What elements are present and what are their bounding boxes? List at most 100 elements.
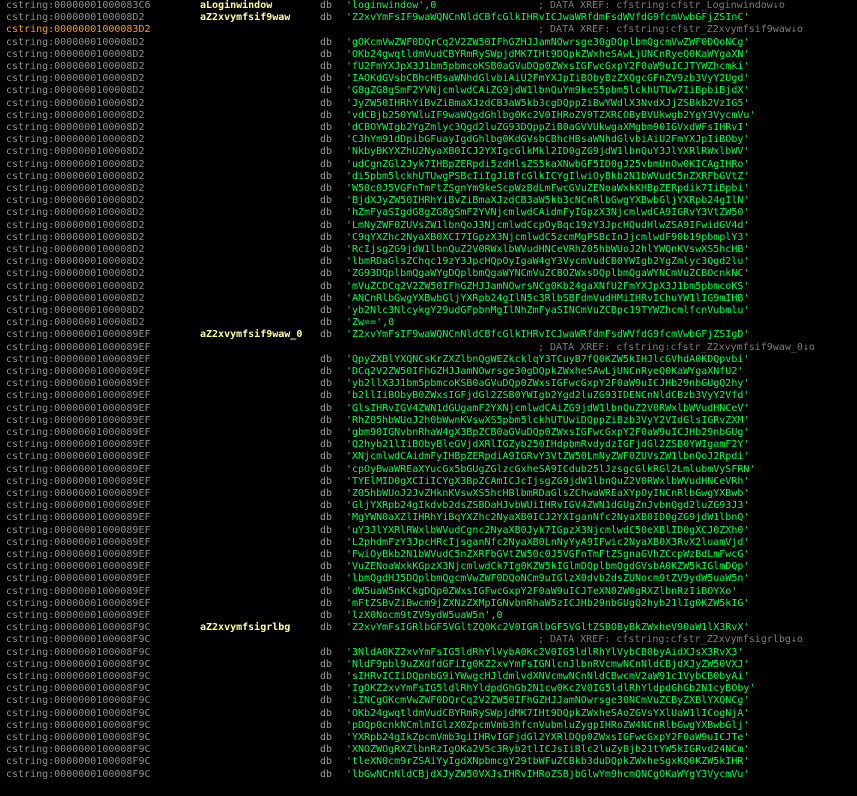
string-literal[interactable]: 'NldF9pbl9uZXdfdGFiIg0KZ2xvYmFsIGNlcnJlb… [346,658,750,670]
address[interactable]: cstring:00000001000089EF [6,329,151,341]
address[interactable]: cstring:0000000100008D2 [6,195,145,207]
string-label[interactable]: aZ2xvymfsif9waw_0 [200,329,303,341]
string-literal[interactable]: 'GljYXRpb24gIkdvb2dsZSBDaHJvbWUiIHRvIGV4… [346,500,750,512]
string-literal[interactable]: 'OKb24gwqtldmVudCBYRmRySWpjdMK7IHt9DQpkZ… [346,707,750,719]
string-literal[interactable]: 'yb2llX3J1bm5pbmcoKSB0aGVuDQp0ZWxsIGFwcG… [346,378,750,390]
string-literal[interactable]: 'Z2xvYmFsIF9waWQNCnNldCBfcGlkIHRvICJwaWR… [346,12,750,24]
string-literal[interactable]: 'VuZENoaWxkKGpzX3NjcmlwdCk7Ig0KZW5kIGlmD… [346,561,750,573]
xref-comment[interactable]: ; DATA XREF: cfstring:cfstr_Loginwindow↓… [538,0,785,11]
address[interactable]: cstring:00000001000089EF [6,549,151,560]
address[interactable]: cstring:00000001000089EF [6,353,151,365]
address[interactable]: cstring:00000001000089EF [6,573,151,585]
string-literal[interactable]: 'IAOKdGVsbCBhcHBsaWNhdGlvbiAiU2FmYXJpIiB… [346,73,750,85]
address[interactable]: cstring:0000000100008D2 [6,292,145,304]
string-literal[interactable]: 'sIHRvICIiDQpnbG9iYWwgcHJldmlvdXNVcmwNCn… [346,671,750,682]
address[interactable]: cstring:0000000100008F9C [6,719,151,731]
string-literal[interactable]: 'JyZW50IHRhYiBvZiBmaXJzdCB3aW5kb3cgDQppZ… [346,97,750,109]
string-literal[interactable]: 'iINCgOKcmVwZWF0DQrCq2V2ZW50IFhGZHJJamNO… [346,695,750,707]
string-literal[interactable]: 'cpOyBwaWREaXYucGx5bGUgZGlzcGxheSA9ICdub… [346,463,756,475]
string-literal[interactable]: 'XNOZWOgRXZlbnRzIgOKa2V5c3Ryb2tlICJsIiBl… [346,744,750,756]
address[interactable]: cstring:0000000100008D2 [6,73,145,85]
string-literal[interactable]: 'Z2xvYmFsIF9waWQNCnNldCBfcGlkIHRvICJwaWR… [346,329,750,341]
address[interactable]: cstring:00000001000089EF [6,378,151,390]
address[interactable]: cstring:00000001000089EF [6,500,151,512]
string-literal[interactable]: 'udCgnZGl2Jyk7IHBpZERpdi5zdHlsZS5kaXNwbG… [346,158,750,170]
xref-comment[interactable]: ; DATA XREF: cfstring:cfstr_Z2xvymfsigrl… [538,634,803,646]
address[interactable]: cstring:0000000100008D2 [6,122,145,133]
address[interactable]: cstring:00000001000089EF [6,427,151,438]
address[interactable]: cstring:0000000100008F9C [6,707,151,719]
string-literal[interactable]: 'yb2Nlc3NlcykgY29udGFpbnMgIlNhZmFyaSINCm… [346,305,750,316]
address[interactable]: cstring:0000000100008D2 [6,146,145,158]
address[interactable]: cstring:00000001000089EF [6,536,151,548]
address[interactable]: cstring:00000001000083C6 [6,0,151,11]
string-literal[interactable]: 'uY3JlYXRlRWxlbWVudCgnc2NyaXB0Jyk7IGpzX3… [346,524,750,536]
address[interactable]: cstring:00000001000089EF [6,414,151,426]
string-literal[interactable]: 'mVuZCDCq2V2ZW50IFhGZHJJamNOwrsNCg0Kb24g… [346,280,750,292]
string-literal[interactable]: 'lbmRDaGlsZChqc19zY3JpcHQpOyIgaW4gY3Vycm… [346,256,750,268]
string-literal[interactable]: 'b2llIiBObyB0ZWxsIGFjdGl2ZSB0YWIgb2Ygd2l… [346,390,750,402]
address[interactable]: cstring:0000000100008D2 [6,219,145,231]
string-literal[interactable]: 'RcIjsgZG9jdW1lbnQuZ2V0RWxlbWVudHNCeVRhZ… [346,244,750,255]
string-literal[interactable]: 'Z05hbWUoJ2JvZHknKVswXS5hcHBlbmRDaGlsZCh… [346,488,750,499]
string-label[interactable]: aZ2xvymfsigrlbg [200,622,291,634]
address[interactable]: cstring:0000000100008D2 [6,36,145,48]
address[interactable]: cstring:0000000100008D2 [6,134,145,146]
address[interactable]: cstring:00000001000089EF [6,463,151,475]
address[interactable]: cstring:00000001000089EF [6,390,151,402]
string-literal[interactable]: 'tleXN0cm9rZSAiYyIgdXNpbmcgY29tbWFuZCBkb… [346,756,750,768]
address[interactable]: cstring:0000000100008D2 [6,97,145,109]
address[interactable]: cstring:0000000100008D2 [6,268,145,280]
string-literal[interactable]: 'pDQp0cnkNCmlmIGlzX0ZpcmVmb3hfcnVubmluZy… [346,719,750,731]
address[interactable]: cstring:00000001000089EF [6,402,151,414]
string-literal[interactable]: 'OKb24gwqtldmVudCBYRmRySWpjdMK7IHt9DQpkZ… [346,48,750,60]
address[interactable]: cstring:0000000100008D2 [6,207,145,219]
address[interactable]: cstring:0000000100008F9C [6,732,151,743]
string-literal[interactable]: 'TYElMID0gXCIiICYgX3BpZCAmICJcIjsgZG9jdW… [346,475,750,487]
address[interactable]: cstring:00000001000089EF [6,439,151,451]
string-label[interactable]: aZ2xvymfsif9waw [200,12,291,24]
xref-comment[interactable]: ; DATA XREF: cfstring:cfstr_Z2xvymfsif9w… [538,24,803,36]
address[interactable]: cstring:00000001000089EF [6,524,151,536]
string-literal[interactable]: 'Zw==',0 [346,317,395,329]
string-literal[interactable]: 'gOKcmVwZWF0DQrCq2V2ZW50IFhGZHJJamNOwrsg… [346,36,750,48]
string-literal[interactable]: 'fU2FmYXJpX3J1bm5pbmcoKSB0aGVuDQp0ZWxsIG… [346,61,750,72]
string-literal[interactable]: 'W50c0J5VGFnTmFtZSgnYm9keScpWzBdLmFwcGVu… [346,183,750,194]
xref-comment[interactable]: ; DATA XREF: cfstring:cfstr_Z2xvymfsif9w… [538,341,815,353]
string-literal[interactable]: 'mFtZSBvZiBwcm9jZXNzZXMpIGNvbnRhaW5zICJH… [346,597,750,609]
address[interactable]: cstring:00000001000089EF [6,475,151,487]
string-literal[interactable]: 'Q2hyb21lIiBObyBleGVjdXRlIGZyb250IHdpbmR… [346,439,750,451]
string-literal[interactable]: 'L2phdmFzY3JpcHRcIjsganNfc2NyaXB0LnNyYyA… [346,536,750,548]
string-literal[interactable]: 'dCBOYWIgb2YgZmlyc3Qgd2luZG93DQppZiB0aGV… [346,122,750,133]
address[interactable]: cstring:00000001000089EF [6,561,151,573]
address[interactable]: cstring:00000001000083D2 [6,24,151,36]
string-literal[interactable]: 'lbGwNCnNldCBjdXJyZW50VXJsIHRvIHRoZSBjbG… [346,768,750,780]
string-literal[interactable]: 'loginwindow',0 [346,0,437,11]
string-literal[interactable]: 'ANCnRlbGwgYXBwbGljYXRpb24gIlN5c3RlbSBFd… [346,292,750,304]
string-literal[interactable]: 'lzX0Nocm9tZV9ydW5uaW5n',0 [346,610,503,621]
address[interactable]: cstring:0000000100008F9C [6,756,151,768]
address[interactable]: cstring:00000001000089EF [6,610,151,621]
string-literal[interactable]: 'FwiOyBkb2N1bWVudC5nZXRFbGVtZW50c0J5VGFn… [346,549,750,560]
address[interactable]: cstring:0000000100008D2 [6,305,145,316]
string-literal[interactable]: 'LmNyZWF0ZUVsZW1lbnQoJ3NjcmlwdCcpOyBqc19… [346,219,750,231]
address[interactable]: cstring:0000000100008D2 [6,48,145,60]
string-literal[interactable]: 'GlsIHRvIGV4ZWN1dGUgamF2YXNjcmlwdCAiZG9j… [346,402,750,414]
address[interactable]: cstring:0000000100008D2 [6,158,145,170]
address[interactable]: cstring:0000000100008F9C [6,658,151,670]
address[interactable]: cstring:0000000100008F9C [6,622,151,634]
address[interactable]: cstring:0000000100008F9C [6,744,151,756]
string-literal[interactable]: 'dW5uaW5nKCkgDQp0ZWxsIGFwcGxpY2F0aW9uICJ… [346,585,738,597]
string-literal[interactable]: 'ZG93DQplbmQgaWYgDQplbmQgaWYNCmVuZCBOZWx… [346,268,750,280]
address[interactable]: cstring:0000000100008D2 [6,256,145,268]
string-literal[interactable]: 'CJhYm91dDpibGFuayIgdGhlbg0KdGVsbCBhcHBs… [346,134,750,146]
address[interactable]: cstring:0000000100008D2 [6,317,145,329]
address[interactable]: cstring:0000000100008D2 [6,12,145,24]
string-literal[interactable]: 'RhZ05hbWUoJ2h0bWwnKVswXS5pbm5lckhUTUwiD… [346,414,750,426]
string-literal[interactable]: 'hZmFyaSIgdG8gZG8gSmF2YVNjcmlwdCAidmFyIG… [346,207,750,219]
address[interactable]: cstring:0000000100008D2 [6,109,145,121]
string-literal[interactable]: 'QpyZXBlYXQNCsKrZXZlbnQgWEZkcklqY3TCuyB7… [346,353,750,365]
string-literal[interactable]: 'lbmQgdHJ5DQplbmQgcmVwZWF0DQoNCm9uIGlzX0… [346,573,750,585]
address[interactable]: cstring:0000000100008F9C [6,634,151,646]
address[interactable]: cstring:0000000100008D2 [6,170,145,182]
